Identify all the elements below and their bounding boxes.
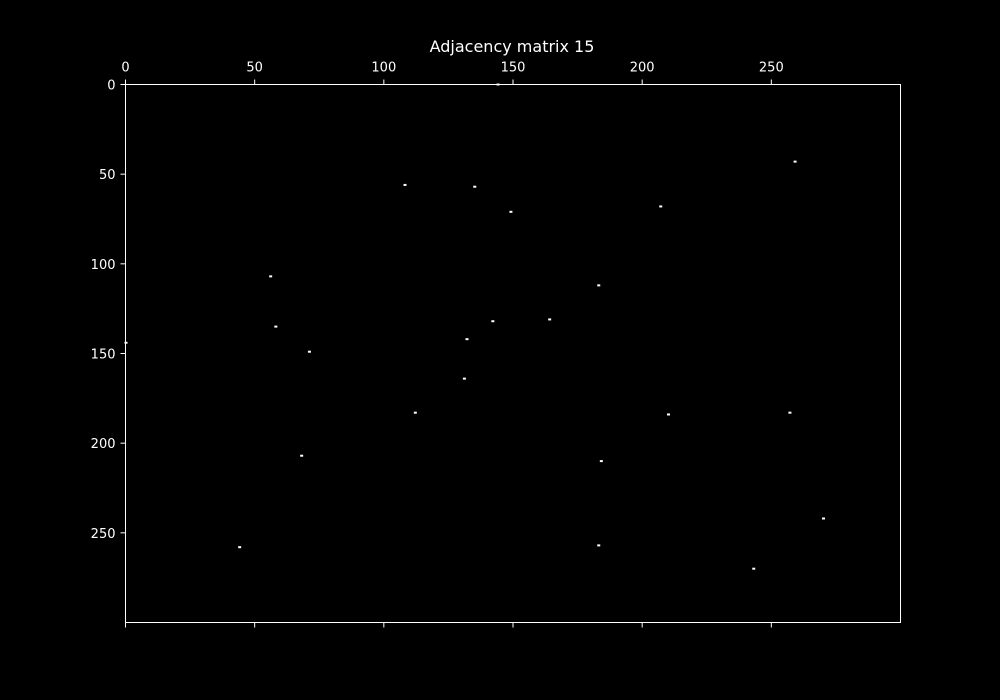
matrix-entry-point bbox=[307, 350, 311, 353]
x-tick-label: 0 bbox=[121, 61, 129, 76]
y-tick-label: 250 bbox=[91, 527, 116, 542]
x-tick-label: 200 bbox=[630, 61, 655, 76]
x-tick-label: 150 bbox=[501, 61, 526, 76]
matrix-entry-point bbox=[300, 454, 304, 457]
matrix-entry-point bbox=[413, 411, 417, 414]
matrix-entry-point bbox=[465, 338, 469, 341]
y-tick-label: 50 bbox=[99, 168, 116, 183]
matrix-entry-point bbox=[659, 205, 663, 208]
y-tick-label: 0 bbox=[107, 79, 115, 94]
y-tick-label: 100 bbox=[91, 258, 116, 273]
matrix-entry-point bbox=[238, 546, 242, 549]
x-axis-ticks: 0 50 100 150 200 250 bbox=[121, 61, 784, 628]
matrix-entry-point bbox=[509, 210, 513, 213]
matrix-entry-point bbox=[793, 160, 797, 163]
matrix-entry-point bbox=[597, 544, 601, 547]
matrix-entry-point bbox=[788, 411, 792, 414]
matrix-entry-point bbox=[269, 275, 273, 278]
y-axis-ticks: 0 50 100 150 200 250 bbox=[91, 79, 126, 542]
matrix-entry-point bbox=[599, 460, 603, 463]
x-tick-label: 50 bbox=[246, 61, 263, 76]
matrix-entry-point bbox=[597, 284, 601, 287]
x-tick-label: 250 bbox=[759, 61, 784, 76]
matrix-entry-point bbox=[752, 567, 756, 570]
matrix-entry-point bbox=[491, 320, 495, 323]
matrix-entry-point bbox=[667, 413, 670, 416]
matrix-entry-point bbox=[473, 185, 477, 188]
y-tick-label: 200 bbox=[91, 437, 116, 452]
chart-title: Adjacency matrix 15 bbox=[430, 37, 595, 56]
matrix-entry-point bbox=[822, 517, 825, 520]
plot-frame bbox=[125, 84, 901, 623]
matrix-entry-point bbox=[462, 377, 466, 380]
y-tick-label: 150 bbox=[91, 348, 116, 363]
matrix-entry-point bbox=[274, 325, 278, 328]
matrix-entry-point bbox=[548, 318, 552, 321]
x-tick-label: 100 bbox=[371, 61, 396, 76]
matrix-entry-point bbox=[403, 183, 407, 186]
matrix-points bbox=[124, 83, 825, 570]
